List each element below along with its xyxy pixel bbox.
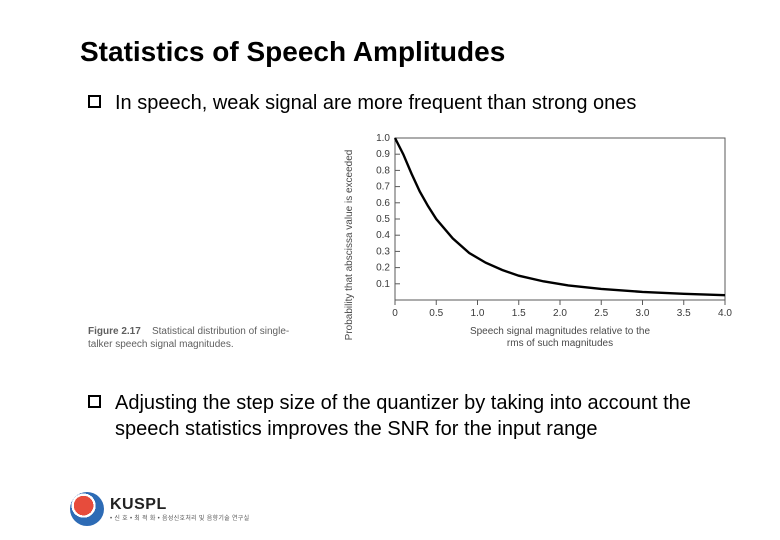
bullet-marker-icon (88, 95, 101, 108)
bullet-1: In speech, weak signal are more frequent… (88, 90, 750, 116)
svg-text:3.5: 3.5 (677, 308, 691, 319)
bullet-marker-icon (88, 395, 101, 408)
figure-caption: Figure 2.17 Statistical distribution of … (88, 326, 298, 351)
emblem-icon (70, 492, 104, 526)
plot-area: 1.0 0.9 0.8 0.7 0.6 0.5 0.4 0.3 0.2 0.1 … (376, 133, 732, 319)
svg-text:0.6: 0.6 (376, 198, 390, 209)
chart-y-axis-label: Probability that abscissa value is excee… (344, 150, 355, 341)
x-ticks: 0 0.5 1.0 1.5 2.0 2.5 3.0 3.5 4.0 (392, 300, 732, 319)
svg-text:2.5: 2.5 (594, 308, 608, 319)
brand-name: KUSPL (110, 496, 249, 514)
svg-text:0.5: 0.5 (376, 214, 390, 225)
svg-text:0.9: 0.9 (376, 149, 390, 160)
svg-text:2.0: 2.0 (553, 308, 567, 319)
svg-text:0.2: 0.2 (376, 263, 390, 274)
chart-x-axis-label: Speech signal magnitudes relative to the (470, 326, 651, 337)
logo-text-column: KUSPL • 신 호 • 최 적 화 • 음성신호처리 및 음향기술 연구실 (110, 496, 249, 522)
chart-line (395, 138, 725, 295)
svg-text:0: 0 (392, 308, 398, 319)
svg-text:3.0: 3.0 (636, 308, 650, 319)
svg-text:0.7: 0.7 (376, 182, 390, 193)
chart-x-axis-label-line2: rms of such magnitudes (507, 338, 613, 349)
chart-frame (395, 138, 725, 300)
bullet-2-text: Adjusting the step size of the quantizer… (115, 390, 750, 442)
slide: Statistics of Speech Amplitudes In speec… (0, 0, 780, 540)
svg-text:0.4: 0.4 (376, 230, 390, 241)
svg-text:1.0: 1.0 (376, 133, 390, 144)
chart-svg: Probability that abscissa value is excee… (340, 130, 740, 360)
figure-number: Figure 2.17 (88, 326, 141, 337)
brand-sub: • 신 호 • 최 적 화 • 음성신호처리 및 음향기술 연구실 (110, 513, 249, 522)
bullet-2: Adjusting the step size of the quantizer… (88, 390, 750, 442)
svg-text:4.0: 4.0 (718, 308, 732, 319)
y-ticks: 1.0 0.9 0.8 0.7 0.6 0.5 0.4 0.3 0.2 0.1 (376, 133, 400, 290)
distribution-chart: Probability that abscissa value is excee… (340, 130, 740, 360)
svg-text:1.5: 1.5 (512, 308, 526, 319)
svg-text:1.0: 1.0 (471, 308, 485, 319)
svg-text:0.1: 0.1 (376, 279, 390, 290)
svg-text:0.8: 0.8 (376, 165, 390, 176)
slide-title: Statistics of Speech Amplitudes (80, 36, 740, 68)
bullet-1-text: In speech, weak signal are more frequent… (115, 90, 636, 116)
footer-logo: KUSPL • 신 호 • 최 적 화 • 음성신호처리 및 음향기술 연구실 (70, 492, 249, 526)
svg-text:0.5: 0.5 (429, 308, 443, 319)
svg-text:0.3: 0.3 (376, 246, 390, 257)
